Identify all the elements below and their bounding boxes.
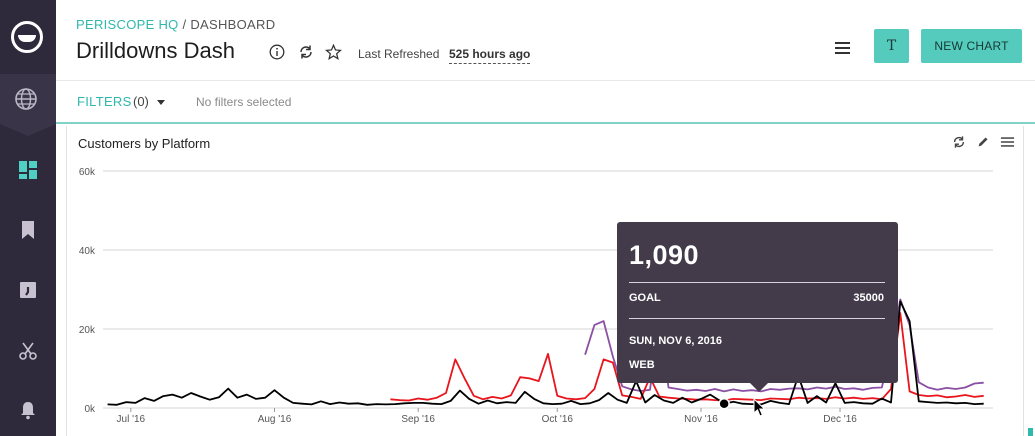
- globe-icon: [14, 87, 38, 116]
- y-tick-label: 60k: [79, 167, 96, 178]
- filters-empty-text: No filters selected: [196, 95, 292, 109]
- x-tick-label: Sep '16: [401, 414, 435, 425]
- filters-bar: FILTERS (0) No filters selected: [56, 80, 1035, 124]
- page-title: Drilldowns Dash: [76, 38, 235, 63]
- series-line[interactable]: [107, 300, 984, 406]
- user-avatar-button[interactable]: T: [874, 29, 909, 63]
- breadcrumb-org[interactable]: PERISCOPE HQ: [76, 17, 179, 32]
- tooltip-value: 1,090: [629, 240, 700, 270]
- x-tick-label: Oct '16: [542, 414, 574, 425]
- chart-tooltip: 1,090 GOAL 35000 SUN, NOV 6, 2016 WEB: [617, 222, 898, 392]
- chevron-down-icon[interactable]: [157, 100, 165, 105]
- info-icon[interactable]: [268, 43, 286, 61]
- breadcrumb-separator: /: [182, 17, 187, 32]
- sidebar-item-tools[interactable]: [0, 332, 56, 372]
- chart-refresh-icon[interactable]: [951, 134, 967, 150]
- y-tick-label: 0k: [84, 404, 96, 415]
- new-chart-button[interactable]: NEW CHART: [921, 29, 1022, 63]
- y-tick-label: 40k: [79, 246, 96, 257]
- star-icon[interactable]: [324, 43, 342, 61]
- chart-toolbar: [951, 134, 1015, 150]
- dashboard-icon: [17, 159, 39, 186]
- chart-menu-icon[interactable]: [999, 134, 1015, 150]
- sidebar-item-bookmarks[interactable]: [0, 212, 56, 252]
- header: PERISCOPE HQ / DASHBOARD Drilldowns Dash…: [56, 0, 1035, 80]
- breadcrumb: PERISCOPE HQ / DASHBOARD: [76, 17, 275, 32]
- query-icon: [17, 279, 39, 306]
- sidebar: [0, 0, 56, 436]
- tooltip-divider: [629, 318, 885, 319]
- mouse-cursor-icon: [753, 398, 766, 417]
- tooltip-goal-label: GOAL: [629, 292, 661, 304]
- hamburger-menu-icon[interactable]: [833, 38, 853, 58]
- series-line[interactable]: [390, 312, 984, 402]
- logo-area: [0, 0, 56, 74]
- filters-toggle[interactable]: FILTERS: [77, 94, 132, 109]
- y-tick-label: 20k: [79, 325, 96, 336]
- x-tick-label: Nov '16: [684, 414, 718, 425]
- chart-title: Customers by Platform: [78, 136, 211, 151]
- x-tick-label: Jul '16: [117, 414, 146, 425]
- x-tick-label: Aug '16: [258, 414, 292, 425]
- tooltip-series: WEB: [629, 359, 655, 371]
- tooltip-divider: [629, 282, 885, 283]
- logo-icon[interactable]: [11, 21, 43, 53]
- sidebar-item-dashboards[interactable]: [0, 152, 56, 192]
- tooltip-goal-value: 35000: [853, 292, 884, 304]
- pencil-icon[interactable]: [975, 134, 991, 150]
- sidebar-item-queries[interactable]: [0, 272, 56, 312]
- bookmark-icon: [17, 219, 39, 246]
- last-refreshed-label: Last Refreshed: [358, 47, 440, 61]
- breadcrumb-section[interactable]: DASHBOARD: [190, 17, 276, 32]
- sidebar-item-globe[interactable]: [0, 74, 56, 136]
- tooltip-date: SUN, NOV 6, 2016: [629, 335, 722, 347]
- scissors-icon: [17, 339, 39, 366]
- x-tick-label: Dec '16: [823, 414, 857, 425]
- refresh-icon[interactable]: [297, 43, 315, 61]
- bell-icon: [17, 399, 39, 426]
- filters-count: (0): [133, 94, 149, 109]
- sidebar-item-notifications[interactable]: [0, 392, 56, 432]
- highlighted-data-point[interactable]: [718, 397, 730, 410]
- last-refreshed-value[interactable]: 525 hours ago: [449, 47, 531, 64]
- scroll-indicator: [1028, 428, 1033, 436]
